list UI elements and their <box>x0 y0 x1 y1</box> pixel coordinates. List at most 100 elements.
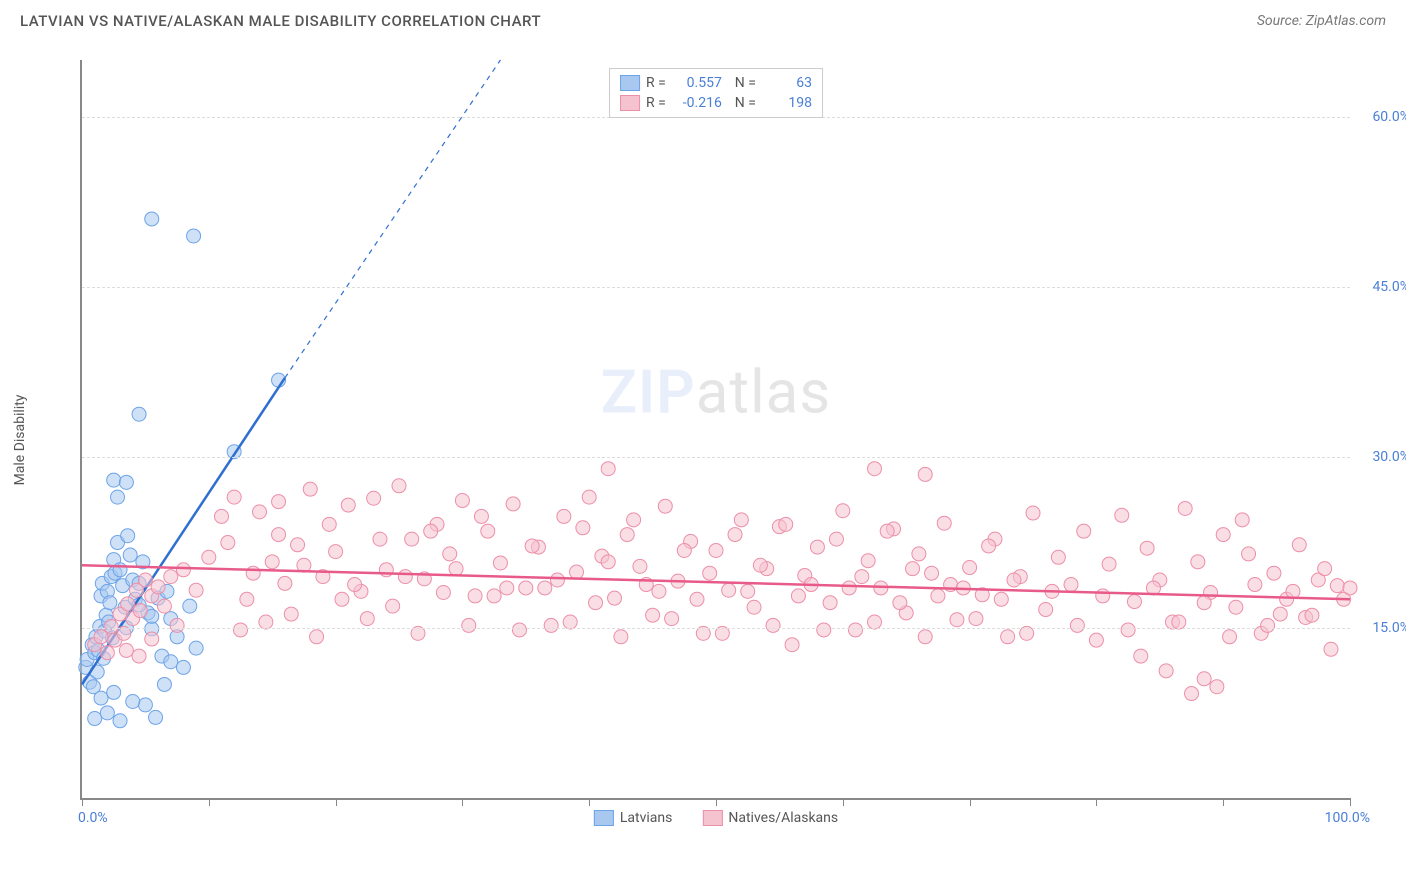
data-point <box>614 630 628 644</box>
data-point <box>455 494 469 508</box>
data-point <box>1286 584 1300 598</box>
data-point <box>113 714 127 728</box>
data-point <box>931 589 945 603</box>
data-point <box>690 592 704 606</box>
x-tick <box>970 798 971 806</box>
data-point <box>925 566 939 580</box>
data-point <box>132 407 146 421</box>
correlation-legend: R = 0.557 N = 63 R = -0.216 N = 198 <box>609 68 823 118</box>
data-point <box>1140 541 1154 555</box>
data-point <box>633 559 647 573</box>
x-tick <box>1096 798 1097 806</box>
data-point <box>170 618 184 632</box>
data-point <box>398 570 412 584</box>
gridline <box>82 457 1350 458</box>
data-point <box>861 554 875 568</box>
data-point <box>107 473 121 487</box>
x-axis-min-label: 0.0% <box>78 810 108 826</box>
x-tick <box>589 798 590 806</box>
data-point <box>138 573 152 587</box>
data-point <box>1229 600 1243 614</box>
data-point <box>133 604 147 618</box>
x-tick <box>82 798 83 806</box>
legend-swatch-latvians <box>620 75 640 91</box>
data-point <box>462 618 476 632</box>
data-point <box>551 573 565 587</box>
data-point <box>100 706 114 720</box>
data-point <box>310 630 324 644</box>
data-point <box>176 563 190 577</box>
data-point <box>1292 538 1306 552</box>
data-point <box>1197 672 1211 686</box>
data-point <box>652 584 666 598</box>
data-point <box>329 545 343 559</box>
x-tick <box>462 798 463 806</box>
data-point <box>493 556 507 570</box>
data-point <box>265 555 279 569</box>
n-label: N = <box>728 75 756 91</box>
data-point <box>443 547 457 561</box>
data-point <box>1102 557 1116 571</box>
data-point <box>392 479 406 493</box>
data-point <box>1191 555 1205 569</box>
data-point <box>157 599 171 613</box>
y-axis-label: Male Disability <box>12 395 28 486</box>
data-point <box>728 528 742 542</box>
data-point <box>589 596 603 610</box>
legend-row-latvians: R = 0.557 N = 63 <box>620 73 812 93</box>
data-point <box>424 524 438 538</box>
data-point <box>868 462 882 476</box>
data-point <box>1089 633 1103 647</box>
data-point <box>1159 664 1173 678</box>
data-point <box>246 566 260 580</box>
data-point <box>94 691 108 705</box>
data-point <box>88 712 102 726</box>
data-point <box>291 538 305 552</box>
data-point <box>918 467 932 481</box>
legend-swatch-natives <box>620 95 640 111</box>
data-point <box>151 580 165 594</box>
data-point <box>937 516 951 530</box>
data-point <box>791 589 805 603</box>
data-point <box>703 566 717 580</box>
x-tick <box>1350 798 1351 806</box>
data-point <box>145 212 159 226</box>
data-point <box>836 504 850 518</box>
data-point <box>386 599 400 613</box>
data-point <box>138 698 152 712</box>
data-point <box>487 589 501 603</box>
data-point <box>747 600 761 614</box>
data-point <box>734 513 748 527</box>
data-point <box>348 578 362 592</box>
data-point <box>121 597 135 611</box>
data-point <box>149 710 163 724</box>
data-point <box>367 491 381 505</box>
data-point <box>601 555 615 569</box>
data-point <box>278 576 292 590</box>
data-point <box>227 490 241 504</box>
x-axis-max-label: 100.0% <box>1325 810 1370 826</box>
data-point <box>240 592 254 606</box>
data-point <box>823 596 837 610</box>
data-point <box>1026 506 1040 520</box>
data-point <box>104 620 118 634</box>
data-point <box>906 562 920 576</box>
data-point <box>1242 547 1256 561</box>
data-point <box>1134 649 1148 663</box>
data-point <box>1330 579 1344 593</box>
data-point <box>500 581 514 595</box>
data-point <box>1178 501 1192 515</box>
data-point <box>658 499 672 513</box>
data-point <box>1223 630 1237 644</box>
data-point <box>1007 573 1021 587</box>
data-point <box>189 641 203 655</box>
data-point <box>969 612 983 626</box>
data-point <box>779 517 793 531</box>
x-tick <box>336 798 337 806</box>
source-label: Source: ZipAtlas.com <box>1257 13 1386 29</box>
data-point <box>855 570 869 584</box>
chart-container: Male Disability ZIPatlas R = 0.557 N = 6… <box>50 50 1370 830</box>
data-point <box>176 660 190 674</box>
r-value-natives: -0.216 <box>672 95 722 111</box>
data-point <box>570 565 584 579</box>
